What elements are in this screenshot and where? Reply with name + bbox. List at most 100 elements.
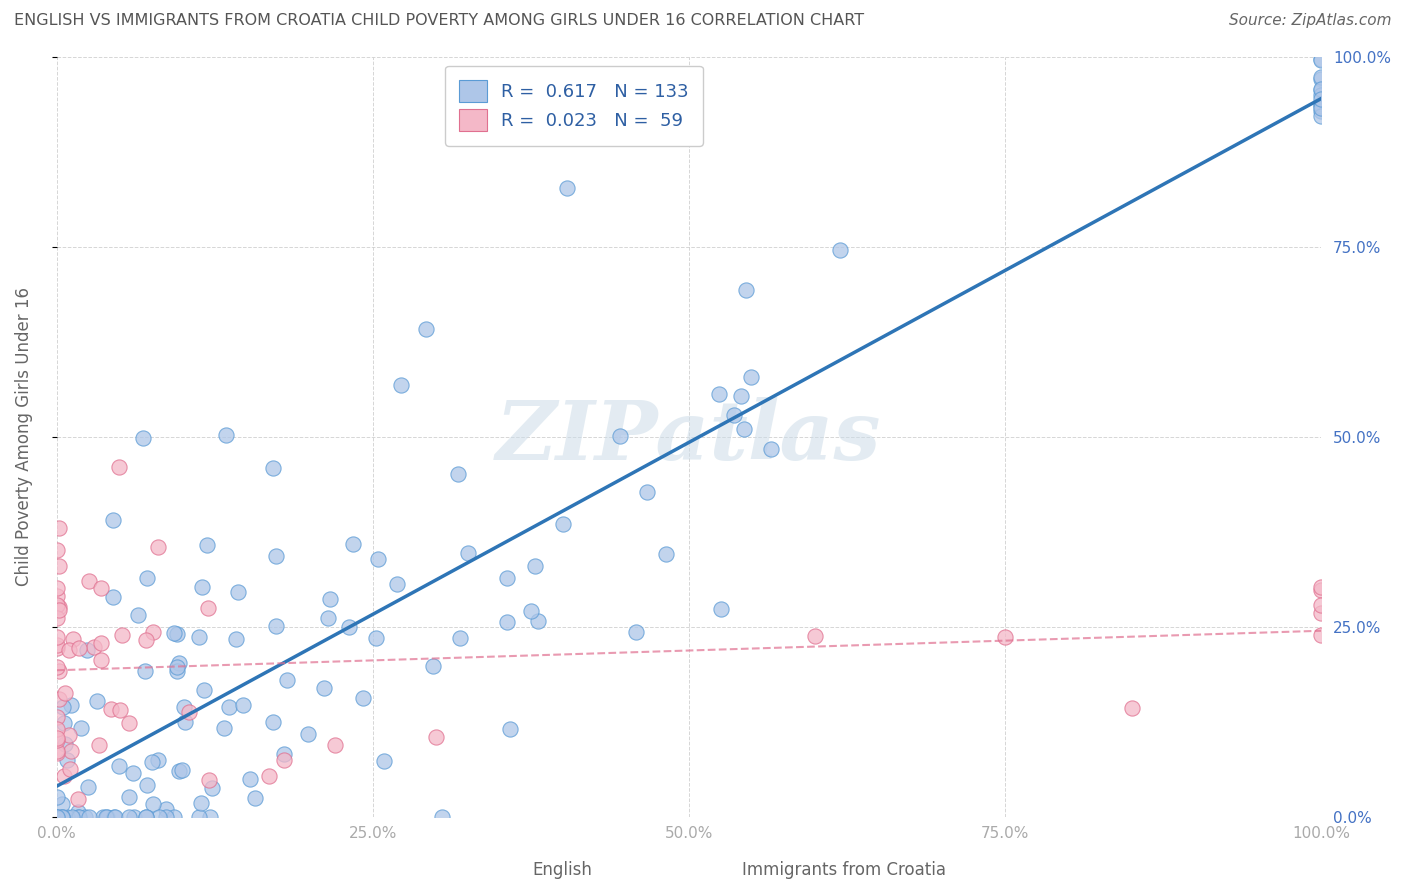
Point [135,809,157,823]
Point [134,665,156,679]
Point [48,664,70,678]
Point [67,809,90,823]
Point [103,809,125,823]
Point [45,731,67,745]
Point [45,640,67,655]
Point [45,709,67,723]
Point [52,699,75,714]
Point [118,809,141,823]
Point [77,809,100,823]
Point [446,467,468,481]
Point [136,571,159,585]
Point [710,602,733,616]
Point [45,809,67,823]
Point [1310,70,1333,84]
Point [45,746,67,760]
Point [135,779,157,793]
Point [1310,628,1333,642]
Point [73,809,96,823]
Point [520,604,543,618]
Point [46,789,69,804]
Point [96,809,118,823]
Point [58,728,80,742]
Point [1310,580,1333,594]
Point [257,769,280,783]
Point [77,574,100,588]
Point [654,547,676,561]
Point [60,809,83,823]
Point [48,692,70,706]
Point [994,631,1017,645]
Point [273,747,295,761]
Point [169,656,191,670]
Point [1310,92,1333,106]
Point [59,762,82,776]
Point [1121,701,1143,715]
Point [91,809,114,823]
Point [62,632,84,647]
Point [53,738,76,752]
Point [45,598,67,612]
Point [425,731,447,745]
Point [96,809,118,823]
Point [110,627,132,641]
Point [172,764,194,778]
Point [1310,606,1333,620]
Point [121,765,143,780]
Point [52,716,75,731]
Point [527,614,550,628]
Point [723,408,745,422]
Point [46,733,69,747]
Point [51,809,73,823]
Point [146,753,169,767]
Point [1310,583,1333,598]
Point [48,521,70,535]
Point [262,715,284,730]
Point [53,686,76,700]
Point [103,591,125,605]
Point [636,484,658,499]
Point [187,809,209,823]
Point [90,653,112,667]
Point [734,283,756,297]
Point [118,790,141,805]
Point [90,582,112,596]
Point [415,322,437,336]
Point [551,517,574,532]
Point [212,721,235,735]
Point [51,797,73,812]
Point [499,723,522,737]
Point [323,738,346,752]
Point [804,629,827,643]
Point [48,558,70,573]
Point [214,428,236,442]
Point [101,513,124,527]
Point [58,643,80,657]
Legend: R =  0.617   N = 133, R =  0.023   N =  59: R = 0.617 N = 133, R = 0.023 N = 59 [446,66,703,146]
Point [319,591,342,606]
Point [163,625,186,640]
Point [430,809,453,823]
Point [1310,72,1333,87]
Point [733,422,755,436]
Point [297,727,319,741]
Point [373,754,395,768]
Point [56,809,79,823]
Point [52,809,75,823]
Point [1310,101,1333,115]
Point [45,809,67,823]
Point [45,582,67,596]
Point [262,461,284,475]
Point [190,796,212,810]
Point [187,630,209,644]
Point [163,809,186,823]
Point [1310,52,1333,66]
Point [46,638,69,652]
Point [108,460,131,475]
Point [707,386,730,401]
Point [366,631,388,645]
Point [179,706,201,720]
Point [385,576,408,591]
Text: ENGLISH VS IMMIGRANTS FROM CROATIA CHILD POVERTY AMONG GIRLS UNDER 16 CORRELATIO: ENGLISH VS IMMIGRANTS FROM CROATIA CHILD… [14,13,865,29]
Point [225,632,247,647]
